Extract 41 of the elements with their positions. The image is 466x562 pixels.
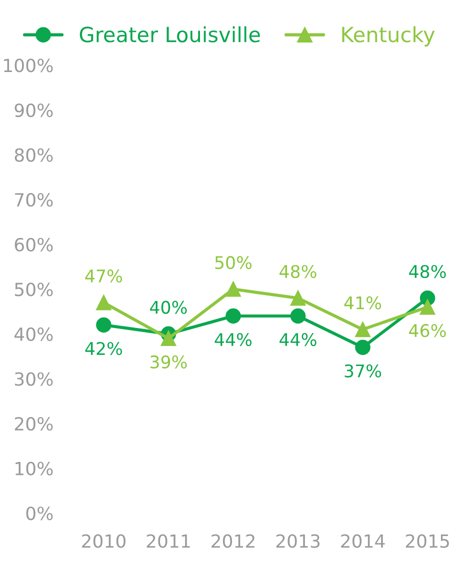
point [226, 282, 241, 297]
point [96, 317, 112, 333]
y-tick-label: 90% [14, 103, 53, 118]
point [290, 308, 306, 324]
y-tick-label: 40% [14, 327, 53, 342]
data-label: 48% [409, 264, 446, 278]
data-label: 41% [344, 296, 382, 310]
point [355, 340, 370, 356]
data-label: 40% [150, 300, 187, 314]
data-label: 44% [280, 332, 316, 346]
y-tick-label: 30% [14, 372, 53, 386]
y-tick-label: 60% [14, 238, 53, 252]
legend-label: Greater Louisville [80, 26, 260, 42]
data-label: 50% [215, 256, 252, 270]
point [160, 330, 176, 346]
point [96, 294, 112, 310]
data-label: 42% [85, 342, 122, 356]
y-tick-label: 50% [14, 282, 53, 296]
legend-label: Kentucky [342, 26, 435, 46]
data-label: 46% [409, 324, 446, 338]
data-label: 48% [280, 264, 316, 278]
point [290, 290, 306, 306]
y-tick-label: 100% [4, 58, 53, 72]
y-tick-label: 10% [16, 462, 53, 476]
point [226, 308, 241, 324]
x-tick-label: 2013 [276, 534, 320, 548]
x-tick-label: 2010 [82, 534, 126, 548]
data-label: 39% [150, 355, 187, 369]
data-label: 47% [85, 269, 122, 283]
x-tick-label: 2012 [212, 534, 254, 548]
data-label: 44% [214, 332, 252, 346]
x-tick-label: 2015 [406, 534, 449, 548]
data-label: 37% [344, 364, 382, 378]
point [355, 322, 370, 338]
point [420, 299, 436, 315]
y-tick-label: 70% [15, 193, 53, 207]
y-tick-label: 80% [14, 148, 53, 162]
x-tick-label: 2014 [341, 534, 385, 548]
y-tick-label: 20% [14, 416, 53, 431]
y-tick-label: 0% [26, 506, 53, 520]
x-tick-label: 2011 [146, 534, 190, 548]
